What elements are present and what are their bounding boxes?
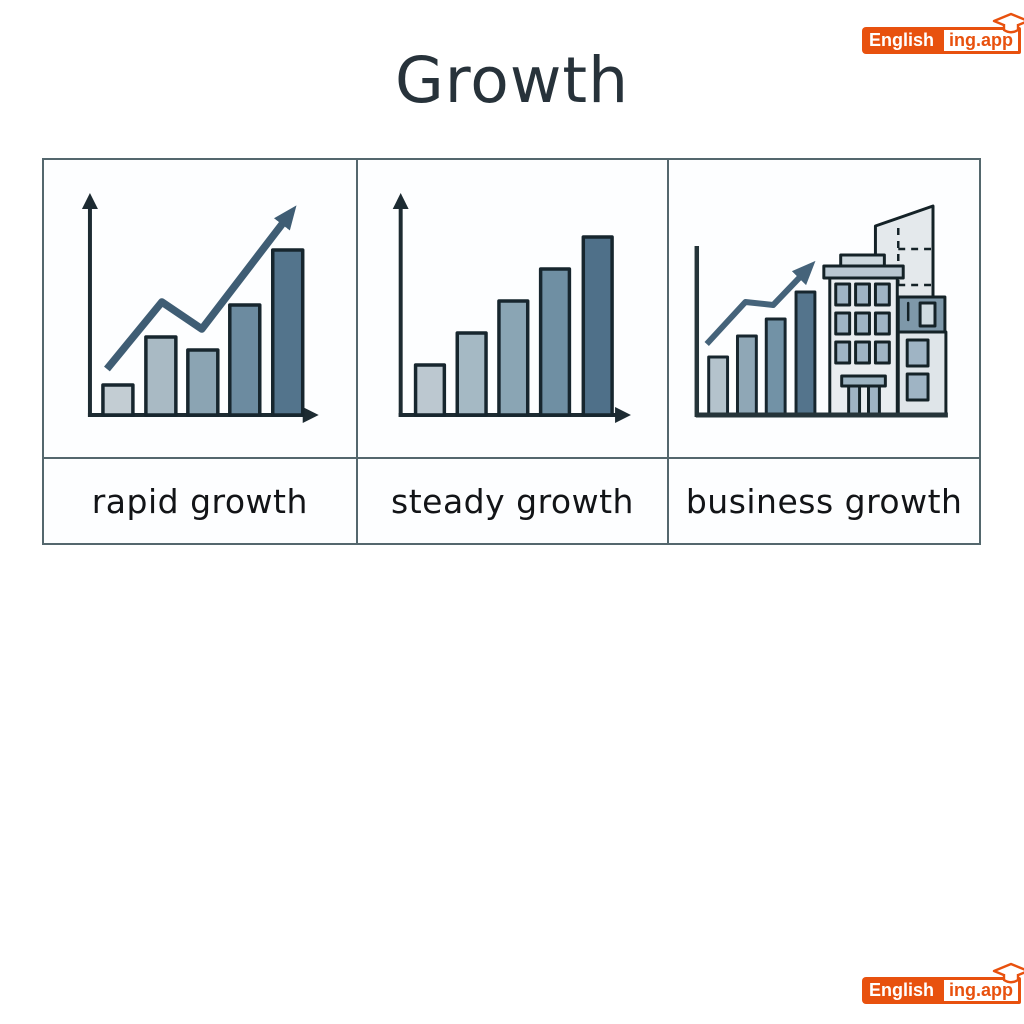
logo-text-english: English [862, 977, 942, 1004]
englishing-logo-top: English ing.app [862, 12, 1024, 54]
vocab-table: rapid growth steady growth business grow… [42, 158, 981, 545]
panel-rapid-growth [44, 160, 356, 457]
business-growth-chart [694, 204, 949, 418]
graduation-cap-icon [992, 12, 1024, 36]
label-business-growth: business growth [667, 457, 979, 543]
label-steady-growth: steady growth [355, 457, 668, 543]
steady-growth-chart [392, 192, 631, 423]
englishing-logo-bottom: English ing.app [862, 962, 1024, 1004]
panel-business-growth [667, 160, 979, 457]
graduation-cap-icon [992, 962, 1024, 986]
rapid-growth-chart [81, 193, 319, 423]
page-title: Growth [394, 44, 630, 117]
panel-steady-growth [355, 160, 668, 457]
label-rapid-growth: rapid growth [44, 457, 356, 543]
logo-text-english: English [862, 27, 942, 54]
logo-text-ing-app: ing.app [941, 977, 1022, 1004]
